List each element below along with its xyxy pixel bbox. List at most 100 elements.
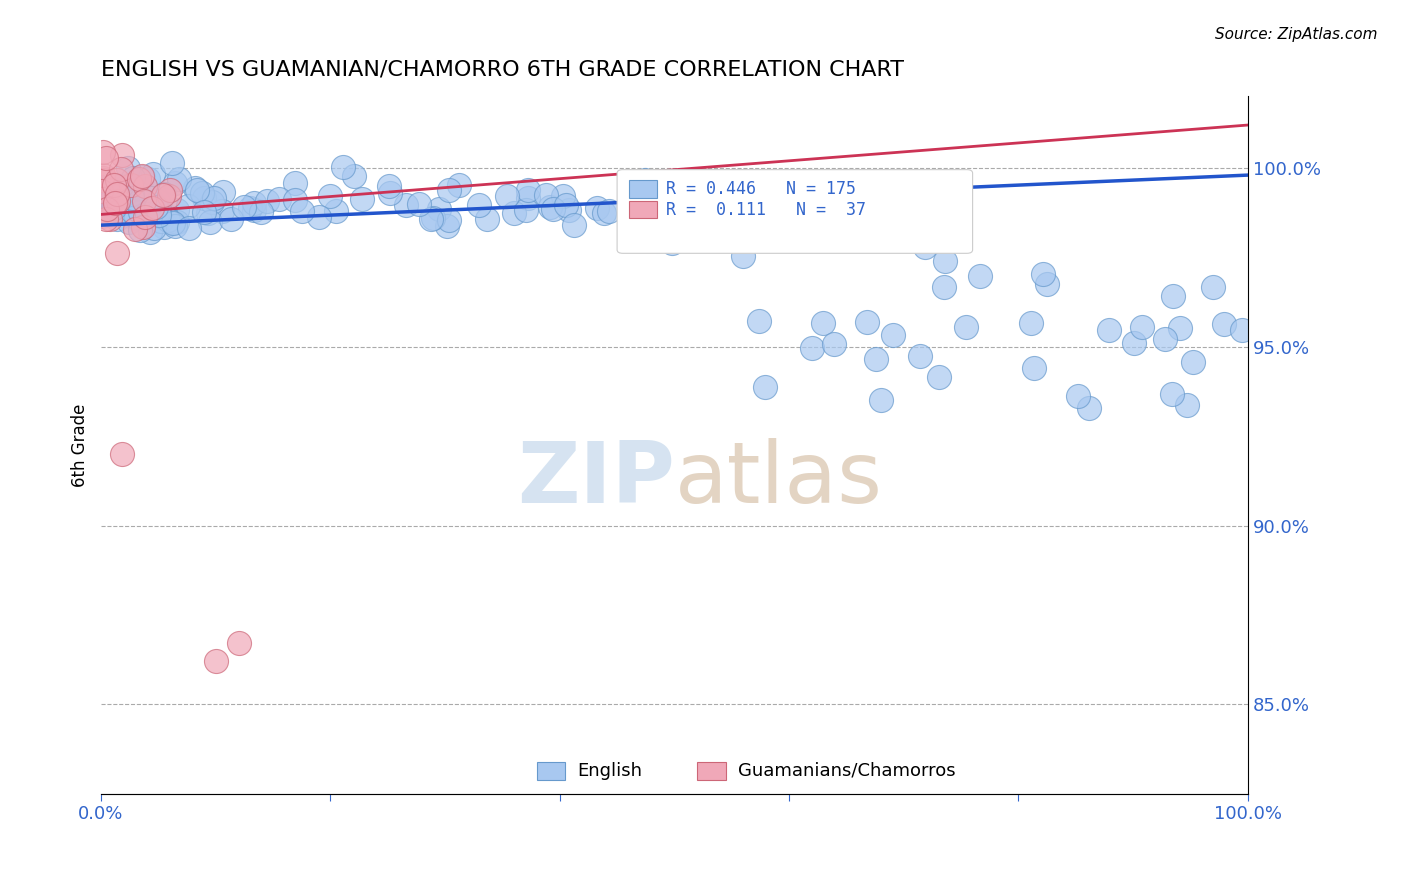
Point: [105, 246, 128, 260]
Point: [437, 183, 460, 197]
Bar: [628, 180, 657, 197]
Point: [150, 214, 173, 228]
Point: [169, 171, 191, 186]
Point: [689, 211, 711, 225]
Point: [105, 172, 128, 186]
Point: [141, 201, 163, 215]
Point: [122, 171, 145, 186]
Point: [243, 203, 266, 218]
Point: [166, 202, 188, 217]
Point: [131, 219, 153, 234]
Point: [204, 654, 226, 668]
Point: [378, 179, 401, 194]
Point: [112, 190, 135, 204]
Point: [1168, 321, 1191, 335]
Point: [637, 189, 659, 203]
Point: [94, 151, 117, 165]
Point: [1078, 401, 1101, 415]
Point: [129, 223, 152, 237]
Point: [634, 173, 657, 187]
Point: [148, 208, 170, 222]
Point: [447, 178, 470, 192]
Point: [111, 148, 134, 162]
Point: [541, 202, 564, 216]
Point: [166, 215, 188, 229]
Point: [1098, 323, 1121, 337]
Point: [598, 204, 620, 219]
Point: [105, 189, 128, 203]
Point: [823, 337, 845, 351]
Point: [202, 191, 225, 205]
Point: [145, 200, 167, 214]
Point: [437, 212, 460, 227]
Point: [325, 203, 347, 218]
Point: [162, 215, 184, 229]
Point: [1123, 336, 1146, 351]
Point: [124, 203, 146, 218]
Point: [149, 209, 172, 223]
Point: [232, 200, 254, 214]
Point: [562, 219, 585, 233]
Point: [118, 188, 141, 202]
Point: [104, 206, 127, 220]
Point: [538, 200, 561, 214]
Point: [128, 172, 150, 186]
Point: [211, 185, 233, 199]
Point: [697, 194, 720, 208]
Point: [98, 188, 121, 202]
Point: [928, 370, 950, 384]
Point: [908, 349, 931, 363]
Point: [159, 182, 181, 196]
Point: [138, 191, 160, 205]
Point: [969, 269, 991, 284]
Point: [100, 201, 122, 215]
Point: [110, 162, 132, 177]
Point: [98, 192, 121, 206]
Point: [153, 207, 176, 221]
Point: [228, 636, 250, 650]
Point: [198, 215, 221, 229]
Point: [157, 213, 180, 227]
Point: [1161, 386, 1184, 401]
Point: [427, 202, 450, 216]
Point: [91, 169, 114, 183]
Point: [678, 186, 700, 200]
Point: [94, 182, 117, 196]
Point: [131, 170, 153, 185]
Point: [551, 189, 574, 203]
Point: [475, 211, 498, 226]
Point: [176, 198, 198, 212]
Text: English: English: [576, 762, 643, 780]
Point: [107, 194, 129, 208]
Point: [108, 202, 131, 216]
Point: [134, 195, 156, 210]
Point: [148, 203, 170, 218]
Point: [107, 201, 129, 215]
Point: [98, 211, 121, 226]
Point: [121, 206, 143, 220]
Point: [98, 200, 121, 214]
Point: [350, 192, 373, 206]
Text: R = 0.446   N = 175: R = 0.446 N = 175: [666, 180, 856, 198]
Point: [149, 204, 172, 219]
Point: [118, 215, 141, 229]
Point: [308, 210, 330, 224]
Point: [193, 205, 215, 219]
Text: ENGLISH VS GUAMANIAN/CHAMORRO 6TH GRADE CORRELATION CHART: ENGLISH VS GUAMANIAN/CHAMORRO 6TH GRADE …: [101, 60, 904, 79]
Text: ZIP: ZIP: [516, 438, 675, 522]
Point: [101, 205, 124, 219]
Point: [121, 204, 143, 219]
Point: [121, 191, 143, 205]
Point: [870, 392, 893, 407]
Point: [131, 207, 153, 221]
Point: [110, 178, 132, 193]
Point: [186, 183, 208, 197]
Point: [111, 181, 134, 195]
Point: [250, 205, 273, 219]
Point: [495, 189, 517, 203]
Point: [179, 221, 201, 235]
Point: [420, 211, 443, 226]
Point: [914, 240, 936, 254]
Point: [91, 171, 114, 186]
Point: [90, 180, 112, 194]
